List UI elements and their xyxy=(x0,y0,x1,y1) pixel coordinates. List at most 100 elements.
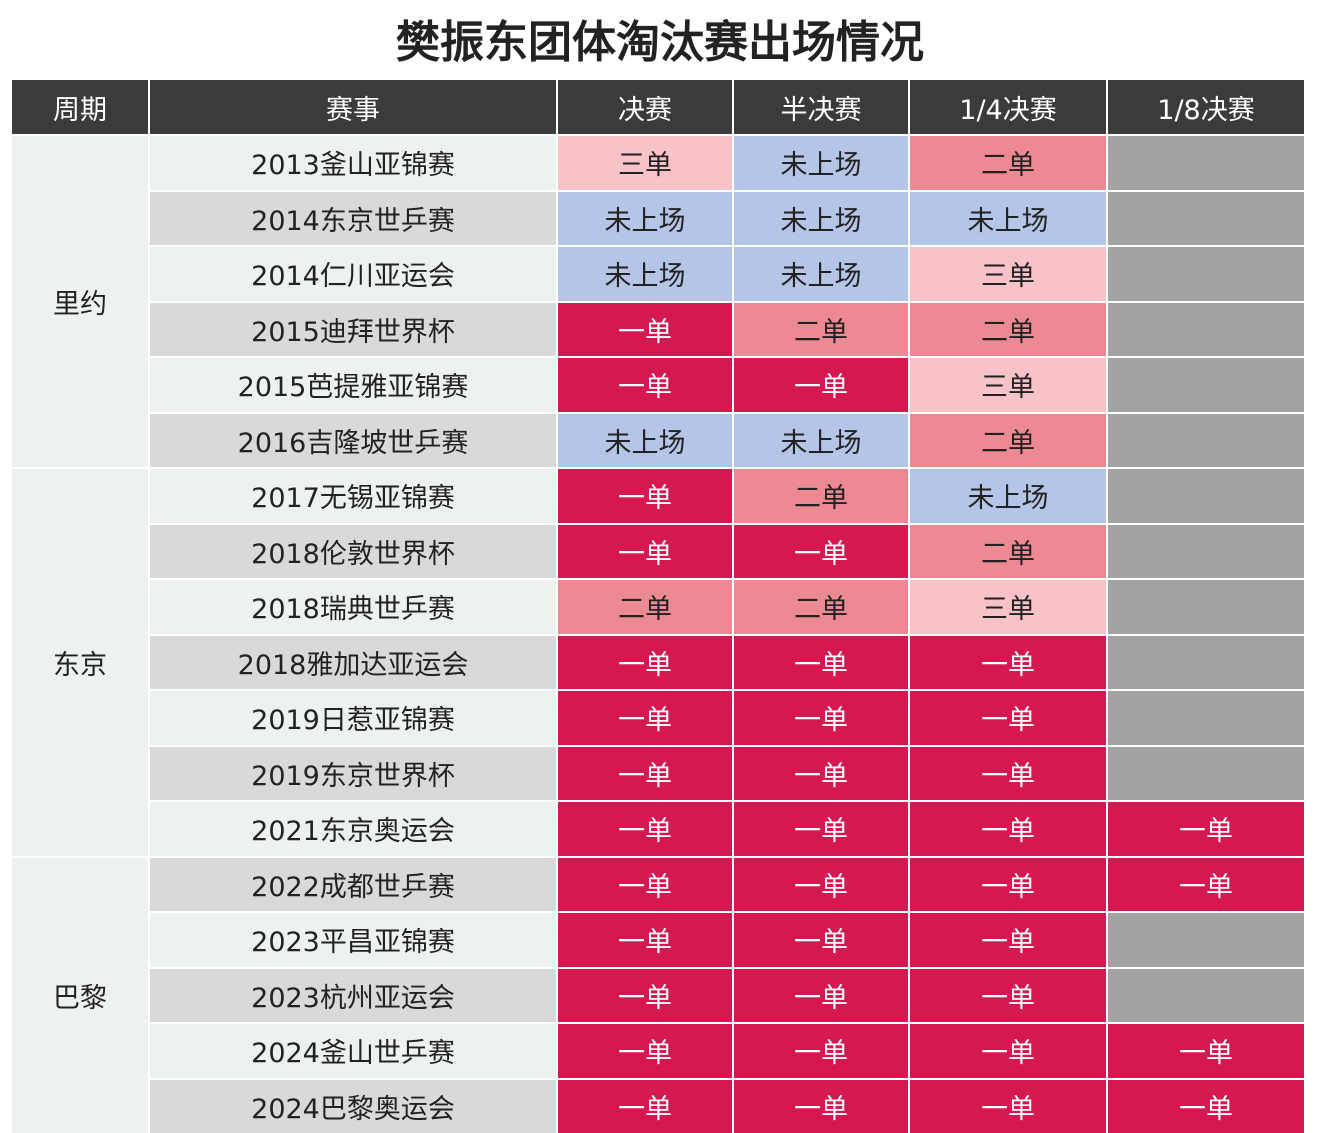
event-cell: 2019东京世界杯 xyxy=(150,747,556,801)
event-cell: 2024巴黎奥运会 xyxy=(150,1080,556,1133)
result-cell: 一单 xyxy=(558,747,732,801)
result-cell: 一单 xyxy=(558,691,732,745)
result-cell: 一单 xyxy=(734,525,908,579)
result-cell: 一单 xyxy=(910,1080,1106,1133)
result-cell: 未上场 xyxy=(734,136,908,190)
result-cell: 一单 xyxy=(910,913,1106,967)
event-cell: 2022成都世乒赛 xyxy=(150,858,556,912)
result-cell: 二单 xyxy=(734,469,908,523)
header-cell: 赛事 xyxy=(150,80,556,134)
result-cell: 一单 xyxy=(734,802,908,856)
result-cell: 未上场 xyxy=(734,192,908,246)
result-cell: 未上场 xyxy=(558,247,732,301)
period-cell: 巴黎 xyxy=(12,858,148,1133)
result-cell: 一单 xyxy=(910,802,1106,856)
result-cell: 二单 xyxy=(558,580,732,634)
header-cell: 1/8决赛 xyxy=(1108,80,1304,134)
result-cell xyxy=(1108,136,1304,190)
result-cell: 二单 xyxy=(910,414,1106,468)
result-cell xyxy=(1108,469,1304,523)
result-cell: 三单 xyxy=(910,247,1106,301)
result-cell: 一单 xyxy=(734,691,908,745)
period-cell: 里约 xyxy=(12,136,148,467)
header-cell: 1/4决赛 xyxy=(910,80,1106,134)
result-cell: 一单 xyxy=(558,802,732,856)
result-cell: 一单 xyxy=(558,303,732,357)
result-cell: 一单 xyxy=(734,969,908,1023)
result-cell: 未上场 xyxy=(910,192,1106,246)
result-cell: 一单 xyxy=(558,636,732,690)
event-cell: 2015芭提雅亚锦赛 xyxy=(150,358,556,412)
result-cell xyxy=(1108,192,1304,246)
result-cell: 一单 xyxy=(558,969,732,1023)
event-cell: 2014东京世乒赛 xyxy=(150,192,556,246)
event-cell: 2023平昌亚锦赛 xyxy=(150,913,556,967)
result-cell: 未上场 xyxy=(558,192,732,246)
period-cell: 东京 xyxy=(12,469,148,856)
result-cell: 二单 xyxy=(734,580,908,634)
event-cell: 2024釜山世乒赛 xyxy=(150,1024,556,1078)
result-cell: 一单 xyxy=(558,525,732,579)
result-cell: 一单 xyxy=(558,913,732,967)
result-cell: 一单 xyxy=(558,1024,732,1078)
event-cell: 2013釜山亚锦赛 xyxy=(150,136,556,190)
result-cell xyxy=(1108,525,1304,579)
event-cell: 2021东京奥运会 xyxy=(150,802,556,856)
result-cell: 一单 xyxy=(1108,1024,1304,1078)
result-cell: 一单 xyxy=(734,1024,908,1078)
result-cell xyxy=(1108,414,1304,468)
result-cell: 二单 xyxy=(734,303,908,357)
result-cell: 未上场 xyxy=(734,414,908,468)
result-cell: 一单 xyxy=(558,358,732,412)
result-cell: 一单 xyxy=(734,636,908,690)
result-cell: 三单 xyxy=(558,136,732,190)
event-cell: 2018雅加达亚运会 xyxy=(150,636,556,690)
event-cell: 2014仁川亚运会 xyxy=(150,247,556,301)
result-cell: 一单 xyxy=(558,858,732,912)
event-cell: 2019日惹亚锦赛 xyxy=(150,691,556,745)
result-cell: 未上场 xyxy=(910,469,1106,523)
result-cell xyxy=(1108,969,1304,1023)
result-cell xyxy=(1108,247,1304,301)
result-cell xyxy=(1108,636,1304,690)
result-cell: 一单 xyxy=(734,858,908,912)
header-cell: 决赛 xyxy=(558,80,732,134)
event-cell: 2023杭州亚运会 xyxy=(150,969,556,1023)
result-cell: 未上场 xyxy=(558,414,732,468)
result-cell: 三单 xyxy=(910,358,1106,412)
event-cell: 2015迪拜世界杯 xyxy=(150,303,556,357)
result-cell xyxy=(1108,358,1304,412)
result-cell: 一单 xyxy=(1108,802,1304,856)
header-cell: 半决赛 xyxy=(734,80,908,134)
result-cell: 一单 xyxy=(734,747,908,801)
event-cell: 2018瑞典世乒赛 xyxy=(150,580,556,634)
result-cell: 一单 xyxy=(1108,1080,1304,1133)
result-cell: 三单 xyxy=(910,580,1106,634)
result-cell: 一单 xyxy=(1108,858,1304,912)
event-cell: 2016吉隆坡世乒赛 xyxy=(150,414,556,468)
result-cell: 一单 xyxy=(910,691,1106,745)
result-cell: 未上场 xyxy=(734,247,908,301)
result-cell: 二单 xyxy=(910,303,1106,357)
result-cell xyxy=(1108,303,1304,357)
title: 樊振东团体淘汰赛出场情况 xyxy=(0,6,1320,70)
result-cell xyxy=(1108,691,1304,745)
result-cell: 一单 xyxy=(910,1024,1106,1078)
event-cell: 2017无锡亚锦赛 xyxy=(150,469,556,523)
result-cell: 一单 xyxy=(734,358,908,412)
result-cell: 一单 xyxy=(910,969,1106,1023)
event-cell: 2018伦敦世界杯 xyxy=(150,525,556,579)
result-cell: 一单 xyxy=(910,636,1106,690)
result-cell: 一单 xyxy=(558,1080,732,1133)
result-cell xyxy=(1108,913,1304,967)
result-cell xyxy=(1108,580,1304,634)
result-cell: 一单 xyxy=(734,1080,908,1133)
result-cell: 二单 xyxy=(910,136,1106,190)
result-cell: 一单 xyxy=(910,747,1106,801)
header-cell: 周期 xyxy=(12,80,148,134)
result-cell: 一单 xyxy=(734,913,908,967)
result-cell xyxy=(1108,747,1304,801)
result-cell: 一单 xyxy=(910,858,1106,912)
result-cell: 一单 xyxy=(558,469,732,523)
